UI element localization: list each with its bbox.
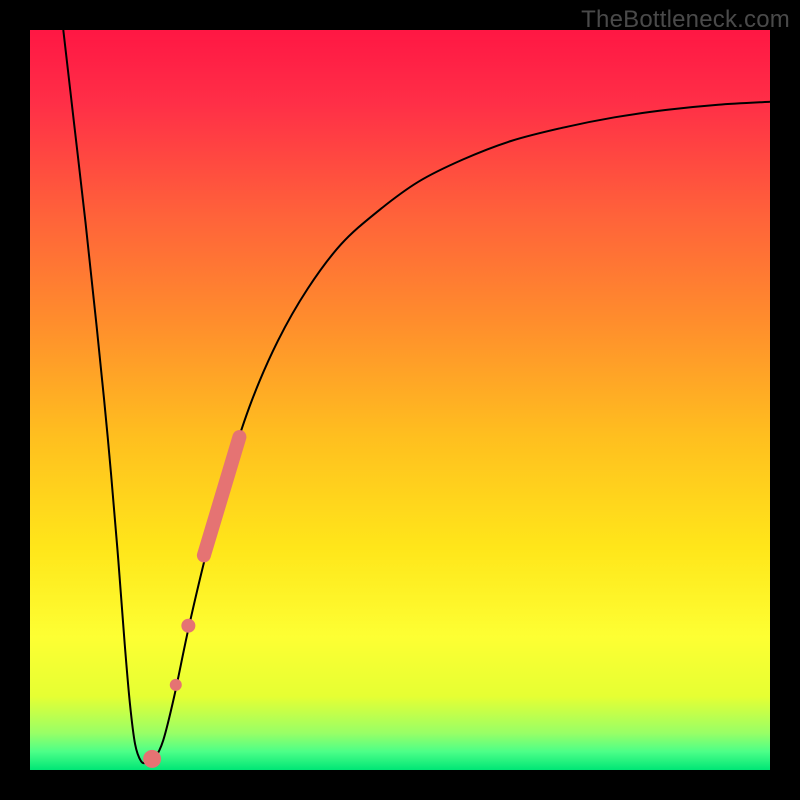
chart-frame: TheBottleneck.com bbox=[0, 0, 800, 800]
chart-svg bbox=[30, 30, 770, 770]
gradient-background bbox=[30, 30, 770, 770]
plot-area bbox=[30, 30, 770, 770]
highlight-dot bbox=[181, 619, 195, 633]
highlight-dot bbox=[170, 679, 182, 691]
highlight-dot bbox=[143, 750, 161, 768]
watermark-label: TheBottleneck.com bbox=[581, 6, 790, 34]
